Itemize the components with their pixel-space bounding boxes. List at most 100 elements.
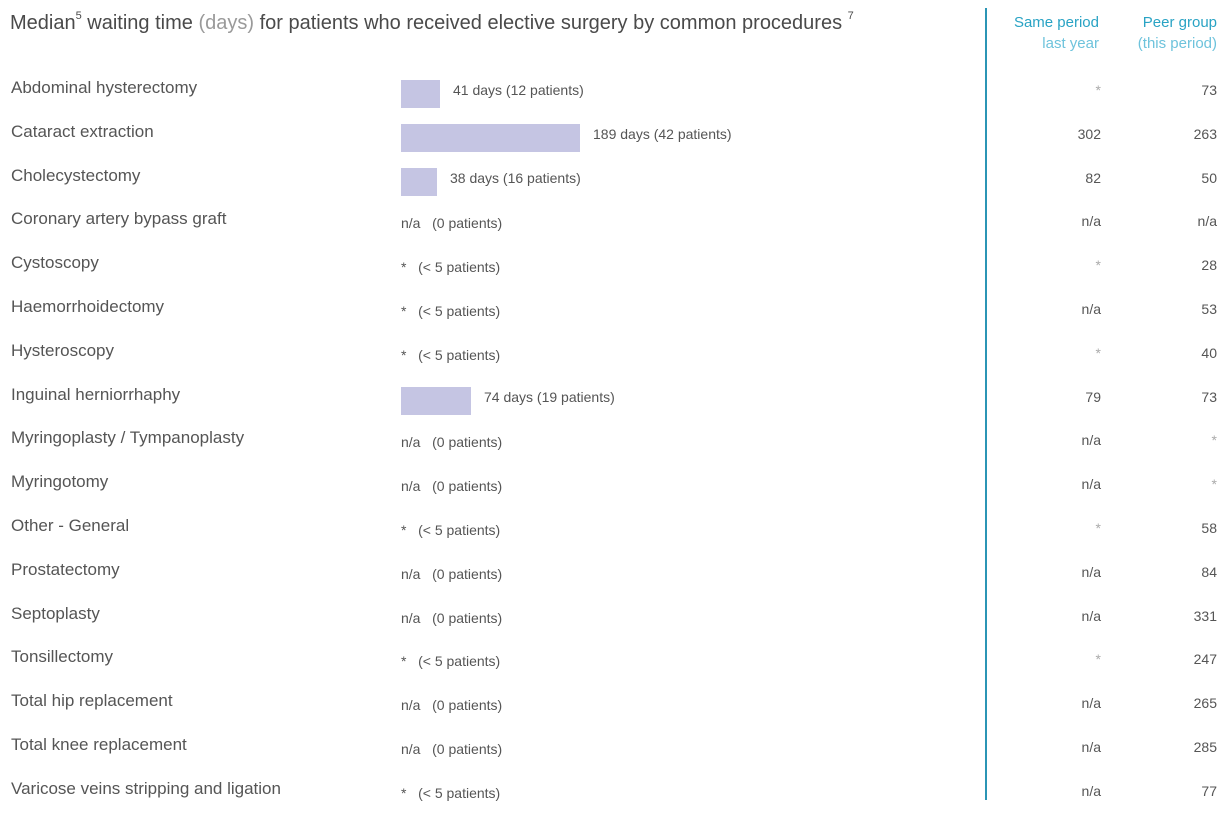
procedure-label: Coronary artery bypass graft — [11, 209, 227, 229]
no-data-label: n/a (0 patients) — [401, 478, 503, 495]
bar-data-label: 189 days (42 patients) — [593, 125, 732, 142]
same-period-value: 79 — [1085, 388, 1101, 405]
same-period-value: 82 — [1085, 169, 1101, 186]
table-row: Prostatectomy n/a (0 patients) n/a 84 — [0, 550, 1224, 594]
peer-group-value: 84 — [1201, 563, 1217, 580]
no-data-label: * (< 5 patients) — [401, 259, 501, 276]
procedure-label: Tonsillectomy — [11, 647, 114, 667]
same-period-value: n/a — [1081, 738, 1101, 755]
no-data-label: n/a (0 patients) — [401, 740, 503, 757]
column-divider — [985, 8, 987, 800]
procedure-label: Total hip replacement — [11, 691, 173, 711]
same-period-value: n/a — [1081, 695, 1101, 712]
same-period-value: n/a — [1081, 213, 1101, 230]
procedure-label: Varicose veins stripping and ligation — [11, 778, 281, 798]
procedure-label: Other - General — [11, 515, 130, 535]
table-row: Abdominal hysterectomy 41 days (12 patien… — [0, 68, 1224, 112]
no-data-label: n/a (0 patients) — [401, 697, 503, 714]
waiting-time-bar — [401, 80, 440, 108]
same-period-value: * — [1095, 82, 1101, 98]
procedure-label: Haemorrhoidectomy — [11, 296, 165, 316]
same-period-value: * — [1095, 257, 1101, 274]
waiting-time-bar — [401, 167, 437, 196]
same-period-header-line1: Same period — [1013, 14, 1099, 31]
peer-group-value: 40 — [1201, 344, 1217, 361]
same-period-header: Same period last year — [989, 12, 1099, 54]
same-period-value: n/a — [1081, 432, 1101, 449]
table-row: Total hip replacement n/a (0 patients) n/a… — [0, 681, 1224, 725]
no-data-label: * (< 5 patients) — [401, 653, 501, 670]
procedure-label: Total knee replacement — [11, 734, 187, 754]
procedure-label: Myringotomy — [11, 472, 109, 492]
procedure-label: Hysteroscopy — [11, 340, 114, 360]
table-row: Varicose veins stripping and ligation * (… — [0, 769, 1224, 813]
title-footnote-7: 7 — [847, 10, 854, 23]
peer-group-value: 77 — [1201, 782, 1217, 799]
same-period-value: * — [1095, 344, 1101, 361]
same-period-value: n/a — [1081, 300, 1101, 317]
procedure-rows: Abdominal hysterectomy 41 days (12 patien… — [0, 68, 1224, 813]
peer-group-value: 50 — [1201, 169, 1217, 186]
procedure-label: Myringoplasty / Tympanoplasty — [11, 428, 245, 448]
no-data-label: n/a (0 patients) — [401, 609, 503, 626]
table-row: Coronary artery bypass graft n/a (0 patie… — [0, 199, 1224, 243]
table-row: Septoplasty n/a (0 patients) n/a 331 — [0, 594, 1224, 638]
no-data-label: n/a (0 patients) — [401, 565, 503, 582]
same-period-value: n/a — [1081, 782, 1101, 799]
no-data-label: * (< 5 patients) — [401, 784, 501, 801]
no-data-label: * (< 5 patients) — [401, 521, 501, 538]
peer-group-value: n/a — [1197, 213, 1217, 230]
peer-group-value: 73 — [1201, 82, 1217, 98]
title-unit: (days) — [198, 12, 255, 34]
same-period-value: n/a — [1081, 607, 1101, 624]
table-row: Cataract extraction 189 days (42 patients… — [0, 112, 1224, 156]
peer-group-header-line1: Peer group — [1142, 14, 1217, 31]
table-row: Inguinal herniorrhaphy 74 days (19 patien… — [0, 375, 1224, 419]
waiting-time-bar — [401, 386, 471, 415]
procedure-label: Cholecystectomy — [11, 165, 141, 185]
same-period-header-line2: last year — [1042, 35, 1099, 52]
same-period-value: * — [1095, 519, 1101, 536]
table-row: Cystoscopy * (< 5 patients) * 28 — [0, 243, 1224, 287]
bar-data-label: 38 days (16 patients) — [450, 169, 581, 186]
peer-group-value: 247 — [1193, 651, 1217, 668]
bar-data-label: 74 days (19 patients) — [484, 388, 615, 405]
no-data-label: * (< 5 patients) — [401, 346, 501, 363]
peer-group-value: 73 — [1201, 388, 1217, 405]
procedure-label: Cystoscopy — [11, 253, 99, 273]
procedure-label: Septoplasty — [11, 603, 100, 623]
title-median: Median — [10, 12, 76, 34]
same-period-value: n/a — [1081, 476, 1101, 493]
table-row: Cholecystectomy 38 days (16 patients) 82 50 — [0, 156, 1224, 200]
peer-group-value: * — [1211, 476, 1217, 493]
procedure-label: Abdominal hysterectomy — [11, 78, 198, 97]
same-period-value: * — [1095, 651, 1101, 668]
same-period-value: n/a — [1081, 563, 1101, 580]
procedure-label: Inguinal herniorrhaphy — [11, 384, 181, 404]
peer-group-value: 53 — [1201, 300, 1217, 317]
peer-group-value: 263 — [1193, 125, 1217, 142]
no-data-label: n/a (0 patients) — [401, 434, 503, 451]
title-rest: for patients who received elective surge… — [254, 12, 848, 34]
waiting-time-bar — [401, 123, 580, 152]
peer-group-header: Peer group (this period) — [1107, 12, 1217, 54]
peer-group-value: 58 — [1201, 519, 1217, 536]
peer-group-value: 28 — [1201, 257, 1217, 274]
no-data-label: * (< 5 patients) — [401, 302, 501, 319]
same-period-value: 302 — [1077, 125, 1101, 142]
peer-group-header-line2: (this period) — [1137, 35, 1217, 52]
table-row: Myringotomy n/a (0 patients) n/a * — [0, 462, 1224, 506]
table-row: Other - General * (< 5 patients) * 58 — [0, 506, 1224, 550]
chart-title: Median5 waiting time (days) for patients… — [10, 10, 854, 35]
procedure-label: Prostatectomy — [11, 559, 120, 579]
no-data-label: n/a (0 patients) — [401, 215, 503, 232]
peer-group-value: 331 — [1193, 607, 1217, 624]
procedure-label: Cataract extraction — [11, 121, 154, 141]
peer-group-value: 285 — [1193, 738, 1217, 755]
table-row: Total knee replacement n/a (0 patients) n/… — [0, 725, 1224, 769]
title-footnote-5: 5 — [75, 10, 82, 23]
table-row: Tonsillectomy * (< 5 patients) * 247 — [0, 637, 1224, 681]
bar-data-label: 41 days (12 patients) — [453, 82, 584, 98]
table-row: Myringoplasty / Tympanoplasty n/a (0 pati… — [0, 418, 1224, 462]
table-row: Hysteroscopy * (< 5 patients) * 40 — [0, 331, 1224, 375]
